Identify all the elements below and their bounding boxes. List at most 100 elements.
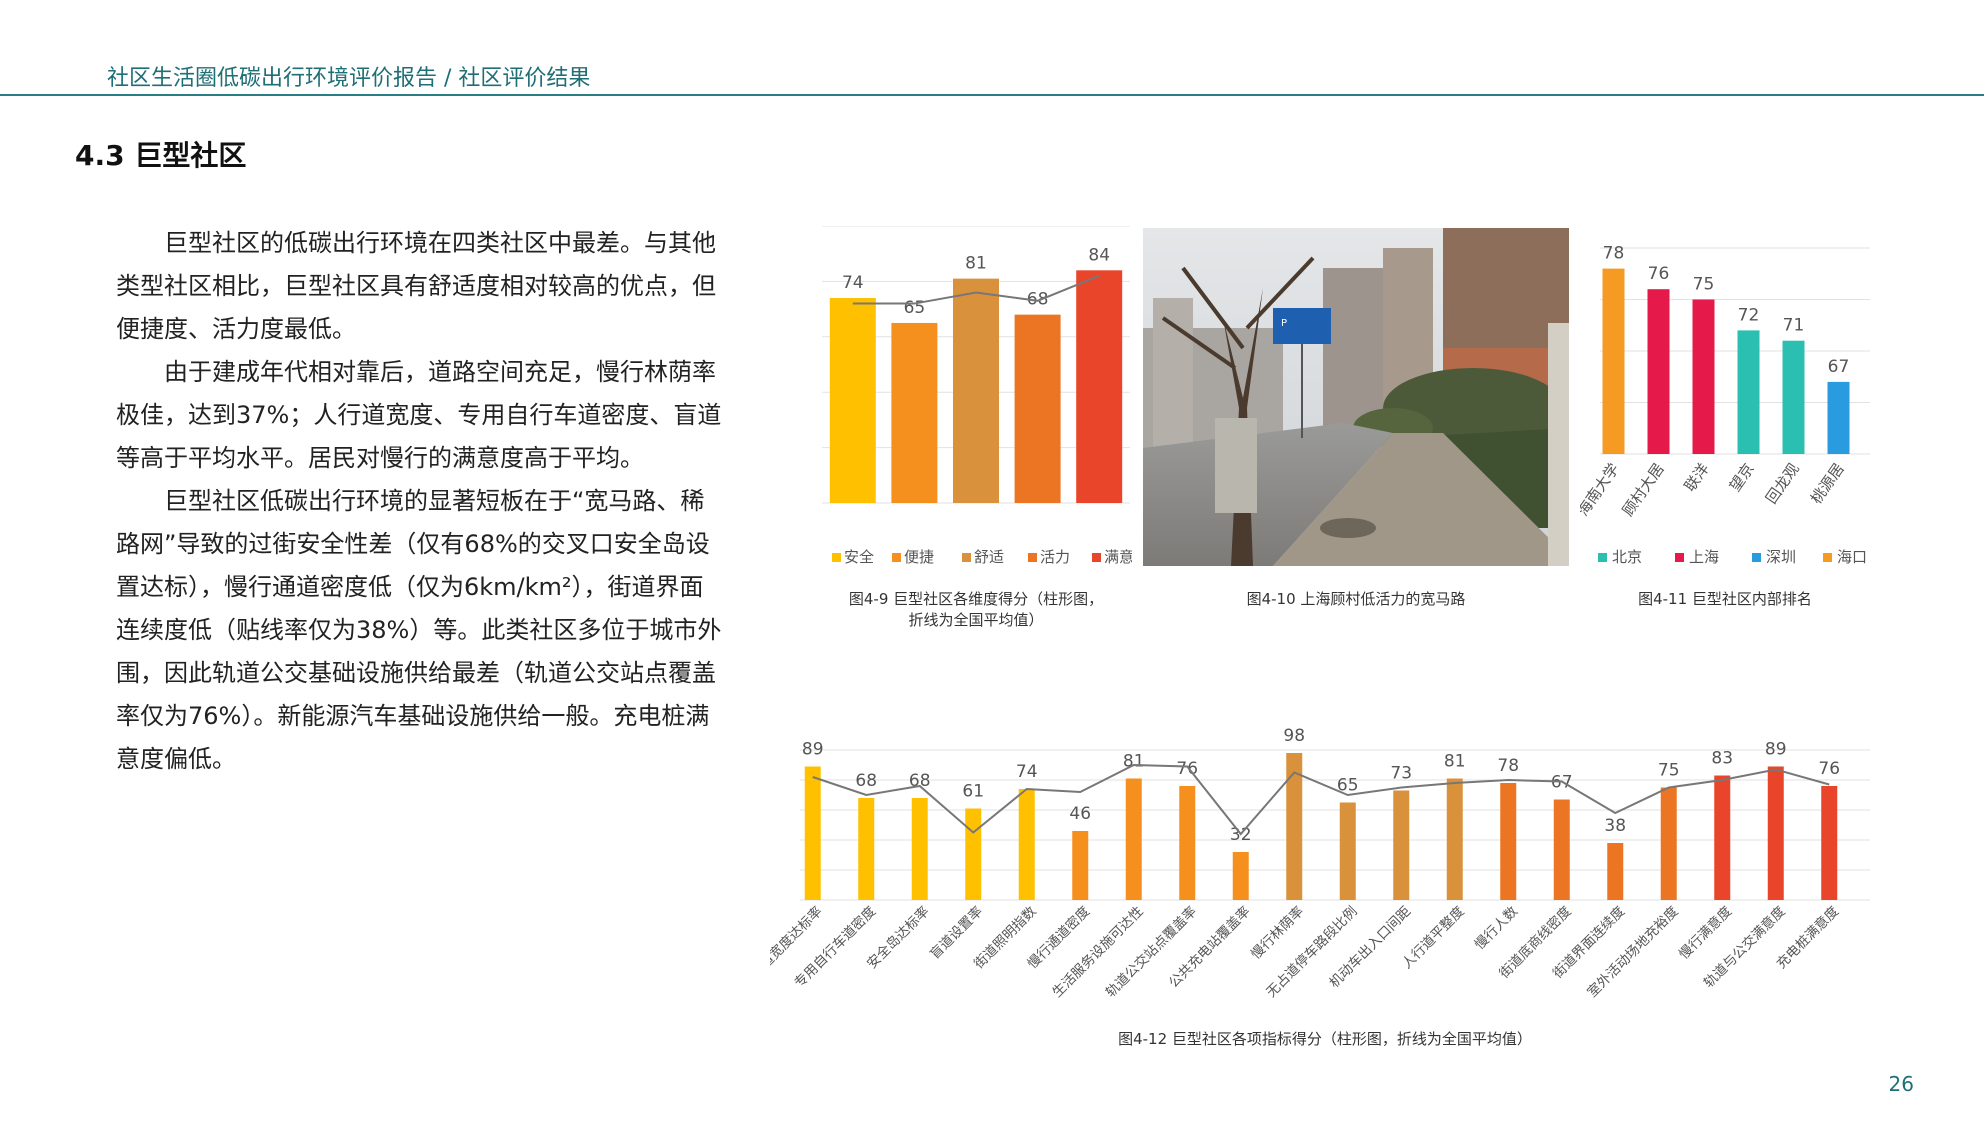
category-label: 桃源居	[1807, 460, 1848, 507]
paragraph-1: 巨型社区的低碳出行环境在四类社区中最差。与其他类型社区相比，巨型社区具有舒适度相…	[116, 229, 716, 343]
average-line	[852, 274, 1100, 305]
data-label: 76	[1648, 264, 1670, 284]
data-label: 68	[1027, 290, 1049, 310]
paragraph-2: 由于建成年代相对靠后，道路空间充足，慢行林荫率极佳，达到37%；人行道宽度、专用…	[116, 358, 722, 472]
legend-entry: 深圳	[1766, 548, 1796, 566]
bar-慢行通道密度	[1072, 831, 1089, 900]
body-text: 巨型社区的低碳出行环境在四类社区中最差。与其他类型社区相比，巨型社区具有舒适度相…	[116, 222, 722, 781]
category-label: 海南大学	[1580, 460, 1623, 519]
breadcrumb: 社区生活圈低碳出行环境评价报告 / 社区评价结果	[107, 66, 591, 91]
bar-便捷	[891, 322, 938, 503]
category-label: 轨道公交站点覆盖率	[1102, 903, 1200, 1001]
dimension-score-chart: 74 65 81 68 84 安全 便捷 舒适 活力 满意	[822, 226, 1132, 566]
data-label: 68	[855, 771, 877, 791]
bar-盲道设置率	[965, 808, 982, 900]
data-label: 38	[1604, 816, 1626, 836]
bar-安全	[829, 298, 876, 503]
bar-充电桩满意度	[1821, 786, 1838, 900]
data-label: 78	[1603, 244, 1625, 264]
category-label: 慢行人数	[1471, 902, 1522, 953]
legend-swatch	[832, 553, 841, 562]
data-label: 61	[962, 782, 984, 802]
category-label: 生活服务设施可达性	[1049, 904, 1146, 1001]
bar-无占道停车路段比例	[1339, 802, 1356, 900]
data-label: 78	[1497, 756, 1519, 776]
bar-人行道宽度达标率	[804, 766, 821, 900]
bar-室外活动场地充裕度	[1660, 787, 1677, 900]
data-label: 81	[1123, 752, 1145, 772]
data-label: 76	[1818, 759, 1840, 779]
bar-街道底商线密度	[1553, 799, 1570, 900]
data-label: 81	[965, 254, 987, 274]
data-label: 81	[1444, 752, 1466, 772]
sign-text: P	[1281, 318, 1287, 329]
data-label: 98	[1283, 728, 1305, 746]
data-label: 74	[842, 273, 864, 293]
bar-慢行满意度	[1714, 775, 1731, 900]
bar-机动车出入口间距	[1393, 790, 1410, 900]
legend-entry: 活力	[1040, 548, 1070, 566]
bar-满意	[1076, 270, 1123, 503]
fig9-caption-line1: 图4-9 巨型社区各维度得分（柱形图，	[848, 590, 1104, 608]
bar-望京	[1737, 330, 1760, 454]
bar-人行道平整度	[1446, 778, 1463, 900]
bar-生活服务设施可达性	[1125, 778, 1142, 900]
legend-entry: 安全	[844, 548, 874, 566]
category-label: 望京	[1726, 460, 1758, 495]
data-label: 46	[1069, 804, 1091, 824]
data-label: 72	[1738, 305, 1760, 325]
legend-entry: 舒适	[974, 548, 1004, 566]
data-label: 89	[802, 740, 824, 760]
data-label: 83	[1711, 749, 1733, 769]
data-label: 71	[1783, 316, 1805, 336]
category-label: 顾村大居	[1619, 460, 1668, 519]
legend-entry: 满意	[1104, 548, 1132, 566]
legend-swatch	[1598, 553, 1607, 562]
category-label: 无占道停车路段比例	[1263, 903, 1361, 1001]
bar-慢行人数	[1500, 783, 1517, 900]
bar-顾村大居	[1647, 289, 1670, 454]
data-label: 75	[1693, 275, 1715, 295]
page-number: 26	[1888, 1072, 1914, 1096]
data-label: 73	[1390, 764, 1412, 784]
bar-活力	[1014, 314, 1061, 503]
bar-海南大学	[1602, 268, 1625, 454]
bar-安全岛达标率	[911, 798, 928, 900]
category-label: 回龙观	[1762, 460, 1803, 507]
legend-swatch	[962, 553, 971, 562]
bar-轨道公交站点覆盖率	[1179, 786, 1196, 900]
data-label: 67	[1828, 357, 1850, 377]
legend-entry: 海口	[1837, 548, 1867, 566]
legend-entry: 便捷	[904, 548, 934, 566]
data-label: 75	[1658, 761, 1680, 781]
fig9-caption: 图4-9 巨型社区各维度得分（柱形图， 折线为全国平均值）	[820, 588, 1132, 630]
data-label: 84	[1088, 245, 1110, 265]
bar-公共充电站覆盖率	[1232, 852, 1249, 900]
legend-swatch	[1675, 553, 1684, 562]
bar-街道界面连续度	[1607, 843, 1624, 900]
data-label: 65	[1337, 776, 1359, 796]
fig9-caption-line2: 折线为全国平均值）	[908, 611, 1044, 629]
section-title: 4.3 巨型社区	[75, 139, 247, 172]
bar-舒适	[953, 278, 999, 503]
bar-联洋	[1692, 299, 1715, 454]
street-photo: P	[1143, 228, 1569, 566]
legend-swatch	[1752, 553, 1761, 562]
bar-回龙观	[1782, 340, 1805, 454]
legend-entry: 北京	[1612, 548, 1642, 566]
legend-swatch	[1028, 553, 1037, 562]
legend-entry: 上海	[1689, 548, 1719, 566]
bar-专用自行车道密度	[858, 798, 875, 900]
bar-轨道与公交满意度	[1767, 766, 1784, 900]
legend-swatch	[1092, 553, 1101, 562]
data-label: 74	[1016, 762, 1038, 782]
fig12-caption: 图4-12 巨型社区各项指标得分（柱形图，折线为全国平均值）	[1118, 1030, 1532, 1048]
legend-swatch	[1823, 553, 1832, 562]
category-label: 联洋	[1681, 460, 1713, 495]
average-line	[812, 763, 1830, 836]
paragraph-3: 巨型社区低碳出行环境的显著短板在于“宽马路、稀路网”导致的过街安全性差（仅有68…	[116, 487, 722, 773]
fig10-caption: 图4-10 上海顾村低活力的宽马路	[1246, 590, 1466, 608]
fig11-caption: 图4-11 巨型社区内部排名	[1638, 590, 1812, 608]
indicator-score-chart: 89人行道宽度达标率68专用自行车道密度68安全岛达标率61盲道设置率74街道照…	[770, 728, 1870, 1001]
